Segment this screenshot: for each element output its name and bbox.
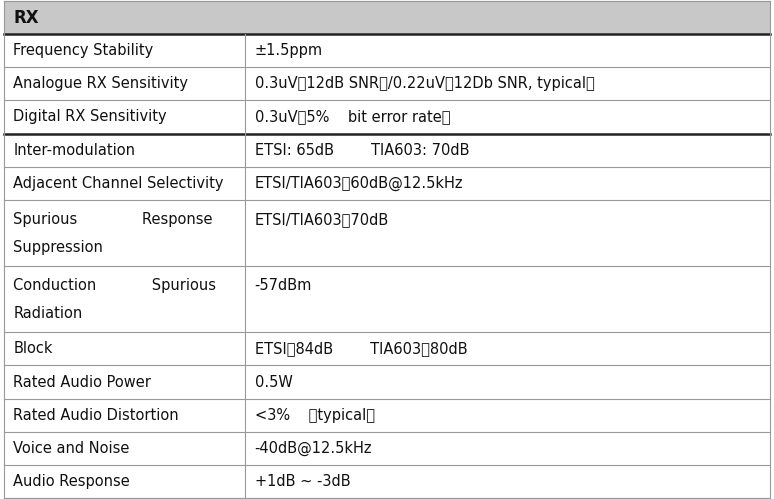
- Bar: [4, 465, 770, 498]
- Text: Analogue RX Sensitivity: Analogue RX Sensitivity: [13, 76, 188, 91]
- Bar: [4, 200, 770, 266]
- Bar: [4, 432, 770, 465]
- Text: -57dBm: -57dBm: [255, 278, 312, 293]
- Text: ETSI/TIA603：60dB@12.5kHz: ETSI/TIA603：60dB@12.5kHz: [255, 176, 463, 191]
- Text: <3%    （typical）: <3% （typical）: [255, 408, 375, 423]
- Text: Spurious              Response: Spurious Response: [13, 212, 213, 227]
- Text: Rated Audio Distortion: Rated Audio Distortion: [13, 408, 179, 423]
- Text: ±1.5ppm: ±1.5ppm: [255, 43, 323, 58]
- Text: 0.3uV（5%    bit error rate）: 0.3uV（5% bit error rate）: [255, 109, 450, 124]
- Bar: [4, 100, 770, 134]
- Text: -40dB@12.5kHz: -40dB@12.5kHz: [255, 441, 372, 456]
- Text: ETSI：84dB        TIA603：80dB: ETSI：84dB TIA603：80dB: [255, 341, 467, 356]
- Text: 0.5W: 0.5W: [255, 375, 293, 390]
- Text: 0.3uV（12dB SNR）/0.22uV（12Db SNR, typical）: 0.3uV（12dB SNR）/0.22uV（12Db SNR, typical…: [255, 76, 594, 91]
- Text: Frequency Stability: Frequency Stability: [13, 43, 153, 58]
- Text: Inter-modulation: Inter-modulation: [13, 143, 135, 158]
- Text: Voice and Noise: Voice and Noise: [13, 441, 129, 456]
- Bar: [4, 399, 770, 432]
- Text: Suppression: Suppression: [13, 240, 103, 255]
- Text: Audio Response: Audio Response: [13, 474, 130, 489]
- Text: RX: RX: [13, 8, 39, 26]
- Text: Rated Audio Power: Rated Audio Power: [13, 375, 151, 390]
- Text: +1dB ~ -3dB: +1dB ~ -3dB: [255, 474, 350, 489]
- Text: Digital RX Sensitivity: Digital RX Sensitivity: [13, 109, 166, 124]
- Bar: [4, 167, 770, 200]
- Bar: [4, 67, 770, 100]
- Text: Block: Block: [13, 341, 53, 356]
- Bar: [4, 332, 770, 365]
- Text: Adjacent Channel Selectivity: Adjacent Channel Selectivity: [13, 176, 224, 191]
- Bar: [4, 34, 770, 67]
- Bar: [4, 1, 770, 34]
- Bar: [4, 266, 770, 332]
- Bar: [4, 365, 770, 399]
- Bar: [4, 134, 770, 167]
- Text: ETSI: 65dB        TIA603: 70dB: ETSI: 65dB TIA603: 70dB: [255, 143, 469, 158]
- Text: ETSI/TIA603：70dB: ETSI/TIA603：70dB: [255, 212, 389, 227]
- Text: Radiation: Radiation: [13, 306, 82, 321]
- Text: Conduction            Spurious: Conduction Spurious: [13, 278, 216, 293]
